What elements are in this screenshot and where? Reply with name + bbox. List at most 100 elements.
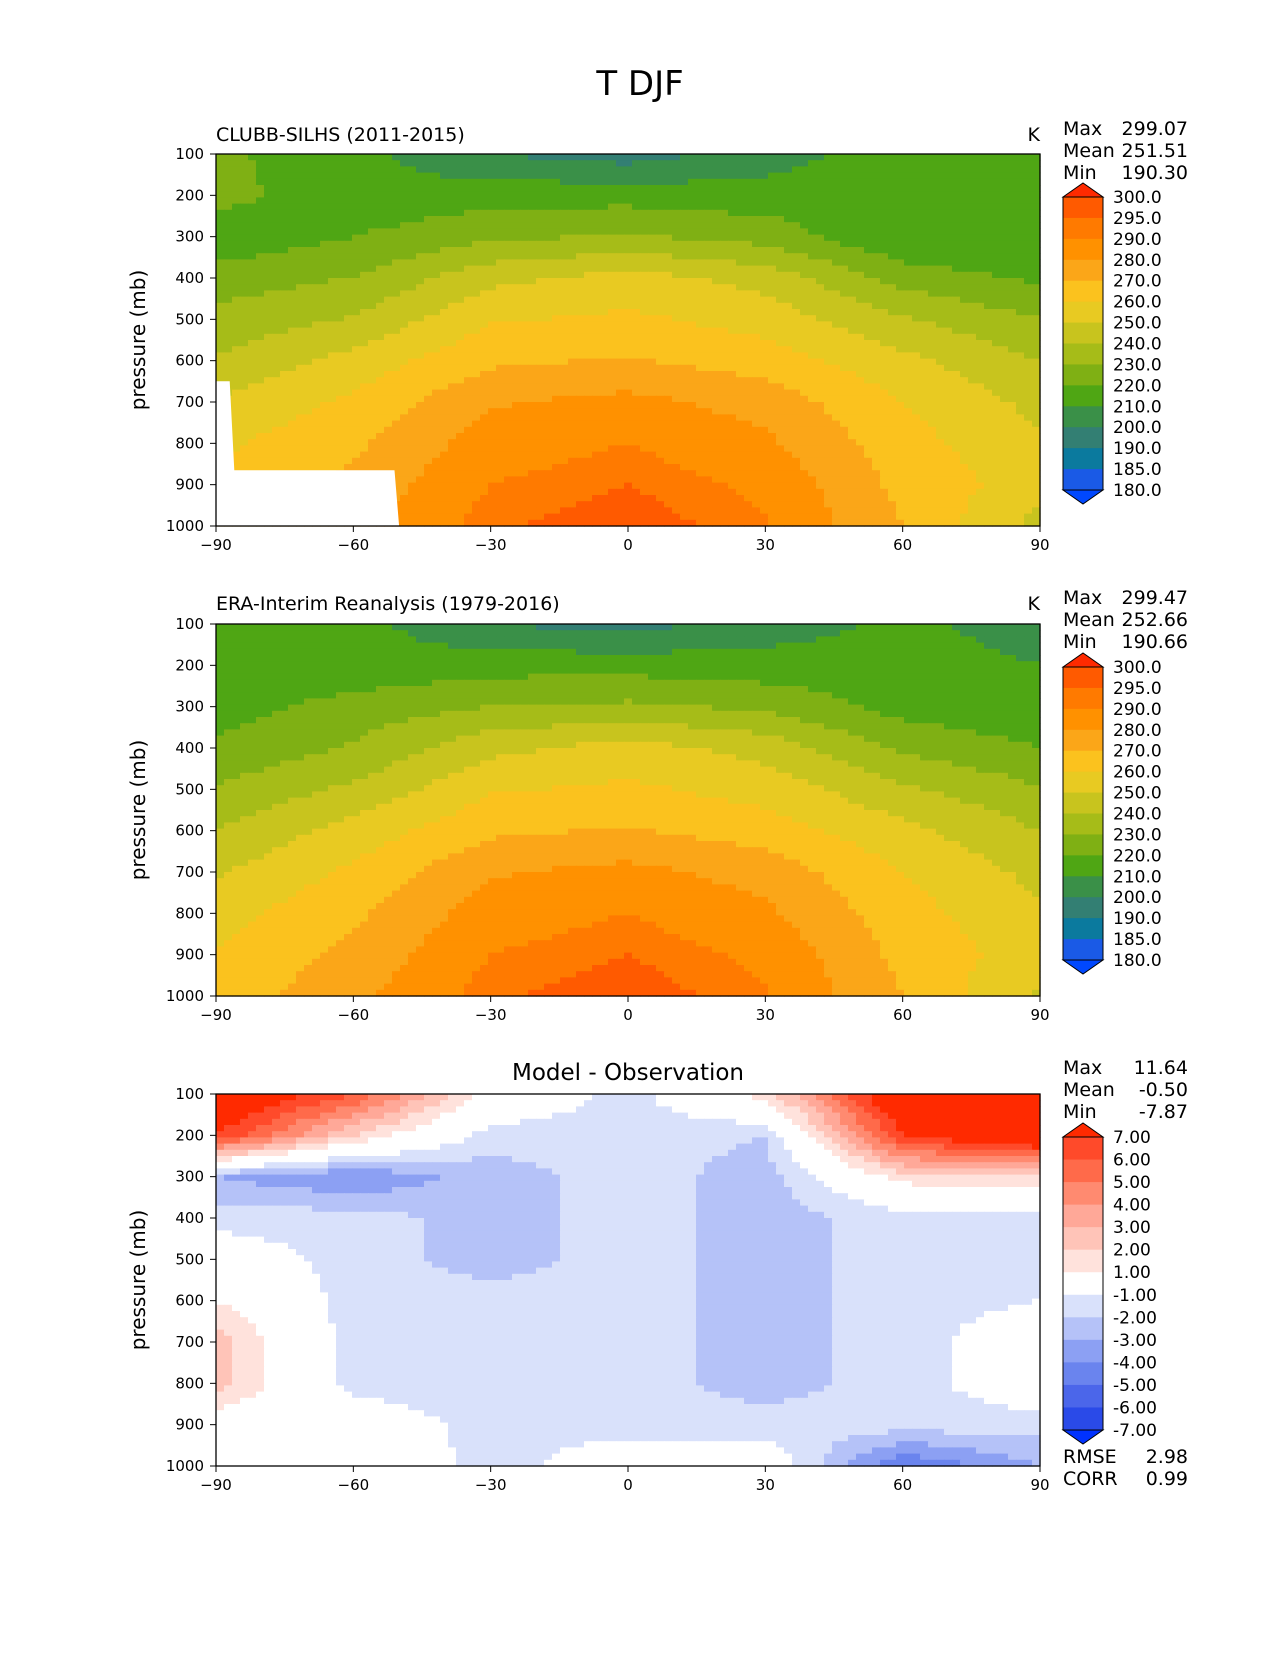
- contour-cell: [920, 377, 929, 384]
- contour-cell: [1000, 185, 1009, 192]
- contour-cell: [552, 185, 561, 192]
- contour-cell: [968, 427, 977, 434]
- contour-cell: [640, 315, 649, 322]
- contour-cell: [712, 303, 721, 310]
- contour-cell: [568, 241, 577, 248]
- contour-cell: [224, 222, 233, 229]
- contour-cell: [264, 328, 273, 335]
- contour-cell: [608, 433, 617, 440]
- contour-cell: [552, 315, 561, 322]
- contour-cell: [816, 228, 825, 235]
- contour-cell: [328, 402, 337, 409]
- contour-cell: [536, 216, 545, 223]
- contour-cell: [696, 433, 705, 440]
- contour-cell: [560, 272, 569, 279]
- contour-cell: [664, 253, 673, 260]
- contour-cell: [840, 439, 849, 446]
- contour-cell: [520, 328, 529, 335]
- contour-cell: [848, 197, 857, 204]
- contour-cell: [1032, 346, 1041, 353]
- contour-cell: [688, 179, 697, 186]
- contour-cell: [280, 191, 289, 198]
- contour-cell: [880, 191, 889, 198]
- contour-cell: [624, 303, 633, 310]
- contour-cell: [376, 421, 385, 428]
- contour-cell: [456, 160, 465, 167]
- contour-cell: [288, 346, 297, 353]
- contour-cell: [864, 173, 873, 180]
- contour-cell: [1000, 309, 1009, 316]
- contour-cell: [704, 266, 713, 273]
- contour-cell: [216, 197, 225, 204]
- contour-cell: [952, 160, 961, 167]
- contour-cell: [984, 222, 993, 229]
- contour-cell: [408, 334, 417, 341]
- contour-cell: [392, 166, 401, 173]
- contour-cell: [592, 173, 601, 180]
- contour-cell: [256, 278, 265, 285]
- contour-cell: [720, 427, 729, 434]
- contour-cell: [416, 297, 425, 304]
- contour-cell: [688, 216, 697, 223]
- contour-cell: [536, 433, 545, 440]
- contour-cell: [752, 414, 761, 421]
- contour-cell: [440, 253, 449, 260]
- contour-cell: [888, 266, 897, 273]
- contour-cell: [664, 173, 673, 180]
- contour-cell: [920, 433, 929, 440]
- contour-cell: [472, 154, 481, 161]
- contour-cell: [384, 365, 393, 372]
- contour-cell: [864, 191, 873, 198]
- contour-cell: [736, 297, 745, 304]
- contour-cell: [896, 210, 905, 217]
- contour-cell: [480, 365, 489, 372]
- contour-cell: [936, 414, 945, 421]
- contour-cell: [928, 179, 937, 186]
- contour-cell: [632, 259, 641, 266]
- contour-cell: [216, 204, 225, 211]
- contour-cell: [992, 371, 1001, 378]
- contour-cell: [480, 439, 489, 446]
- contour-cell: [480, 247, 489, 254]
- contour-cell: [392, 173, 401, 180]
- contour-cell: [896, 346, 905, 353]
- contour-cell: [328, 179, 337, 186]
- contour-cell: [960, 433, 969, 440]
- contour-cell: [480, 259, 489, 266]
- contour-cell: [664, 272, 673, 279]
- contour-cell: [320, 284, 329, 291]
- contour-cell: [784, 210, 793, 217]
- contour-cell: [848, 204, 857, 211]
- contour-cell: [704, 297, 713, 304]
- contour-cell: [848, 346, 857, 353]
- contour-cell: [672, 377, 681, 384]
- contour-cell: [704, 278, 713, 285]
- contour-cell: [720, 371, 729, 378]
- contour-cell: [488, 365, 497, 372]
- contour-cell: [320, 179, 329, 186]
- contour-cell: [624, 197, 633, 204]
- contour-cell: [504, 160, 513, 167]
- contour-cell: [704, 197, 713, 204]
- contour-cell: [576, 284, 585, 291]
- contour-cell: [448, 346, 457, 353]
- contour-cell: [280, 365, 289, 372]
- contour-cell: [888, 359, 897, 366]
- contour-cell: [384, 197, 393, 204]
- contour-cell: [224, 340, 233, 347]
- contour-cell: [472, 402, 481, 409]
- contour-cell: [696, 315, 705, 322]
- contour-cell: [1032, 359, 1041, 366]
- contour-cell: [632, 191, 641, 198]
- contour-cell: [928, 253, 937, 260]
- contour-cell: [536, 278, 545, 285]
- contour-cell: [504, 166, 513, 173]
- contour-cell: [256, 191, 265, 198]
- contour-cell: [960, 204, 969, 211]
- contour-cell: [496, 185, 505, 192]
- contour-cell: [432, 266, 441, 273]
- contour-cell: [888, 297, 897, 304]
- contour-cell: [576, 414, 585, 421]
- contour-cell: [1000, 197, 1009, 204]
